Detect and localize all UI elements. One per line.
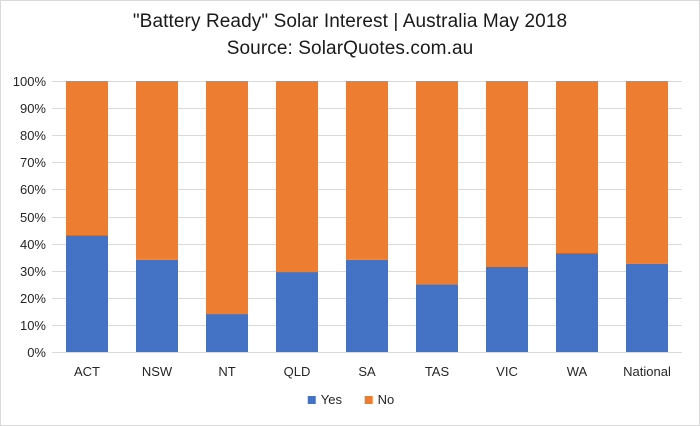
x-tick-label: NSW bbox=[142, 364, 173, 379]
bar-no-qld bbox=[276, 81, 318, 273]
bar-yes-act bbox=[66, 235, 108, 352]
bar-no-nsw bbox=[136, 81, 178, 260]
legend-label-yes: Yes bbox=[321, 392, 343, 407]
bar-yes-wa bbox=[556, 253, 598, 352]
bar-no-national bbox=[626, 81, 668, 264]
bar-no-act bbox=[66, 81, 108, 236]
y-tick-label: 0% bbox=[27, 345, 46, 360]
bar-yes-nt bbox=[206, 314, 248, 352]
y-tick-label: 80% bbox=[20, 128, 46, 143]
y-tick-label: 70% bbox=[20, 155, 46, 170]
legend-swatch-yes bbox=[307, 396, 316, 404]
bar-yes-tas bbox=[416, 284, 458, 352]
x-axis-tick-labels: ACT NSW NT QLD SA TAS VIC WA National bbox=[74, 364, 671, 379]
bar-no-nt bbox=[206, 81, 248, 315]
bar-yes-national bbox=[626, 263, 668, 352]
x-tick-label: National bbox=[623, 364, 671, 379]
y-tick-label: 40% bbox=[20, 237, 46, 252]
x-tick-label: QLD bbox=[284, 364, 311, 379]
x-tick-label: SA bbox=[358, 364, 376, 379]
bar-no-tas bbox=[416, 81, 458, 285]
bar-no-wa bbox=[556, 81, 598, 254]
legend-label-no: No bbox=[378, 392, 395, 407]
y-tick-label: 90% bbox=[20, 101, 46, 116]
bar-yes-qld bbox=[276, 272, 318, 352]
y-tick-label: 50% bbox=[20, 210, 46, 225]
bar-yes-nsw bbox=[136, 259, 178, 352]
chart-title: "Battery Ready" Solar Interest | Austral… bbox=[132, 11, 568, 32]
y-tick-label: 20% bbox=[20, 291, 46, 306]
x-tick-label: ACT bbox=[74, 364, 100, 379]
bars bbox=[66, 81, 668, 352]
x-tick-label: TAS bbox=[425, 364, 450, 379]
bar-yes-sa bbox=[346, 259, 388, 352]
x-tick-label: NT bbox=[218, 364, 235, 379]
chart-subtitle: Source: SolarQuotes.com.au bbox=[226, 38, 474, 59]
bar-no-vic bbox=[486, 81, 528, 267]
bar-yes-vic bbox=[486, 266, 528, 352]
x-tick-label: WA bbox=[567, 364, 588, 379]
y-tick-label: 30% bbox=[20, 264, 46, 279]
y-tick-label: 100% bbox=[13, 74, 47, 89]
y-tick-label: 60% bbox=[20, 182, 46, 197]
legend: Yes No bbox=[307, 392, 395, 407]
legend-swatch-no bbox=[364, 396, 373, 404]
x-tick-label: VIC bbox=[496, 364, 518, 379]
y-tick-label: 10% bbox=[20, 318, 46, 333]
bar-no-sa bbox=[346, 81, 388, 260]
y-axis-tick-labels: 0% 10% 20% 30% 40% 50% 60% 70% 80% 90% 100% bbox=[13, 74, 47, 360]
